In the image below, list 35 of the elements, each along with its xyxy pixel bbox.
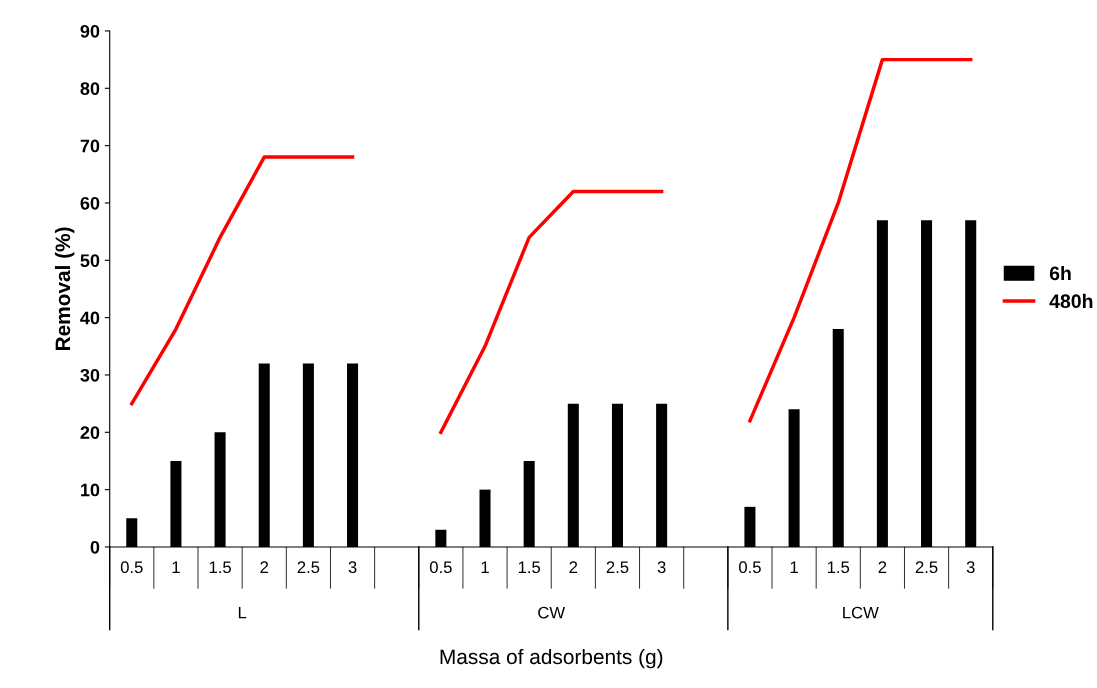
- x-tick-label: 3: [966, 561, 975, 574]
- x-tick-label: 2.5: [915, 561, 938, 574]
- y-tick-label: 80: [80, 82, 100, 96]
- legend-label: 6h: [1049, 265, 1071, 281]
- text: CW: [538, 606, 566, 619]
- x-tick-label: 1: [481, 561, 489, 573]
- x-tick-label: 0.5: [739, 561, 761, 574]
- x-tick-label: 2: [569, 561, 578, 573]
- x-axis-title: Massa of adsorbents (g): [440, 648, 663, 669]
- x-tick-label: 1: [790, 561, 798, 573]
- x-tick-label: 2: [260, 561, 269, 573]
- y-axis-title: Removal (%): [54, 227, 75, 351]
- legend-label: 480h: [1049, 293, 1093, 309]
- x-tick-label: 3: [657, 561, 666, 574]
- x-tick-label: 1.5: [209, 561, 231, 574]
- x-tick-label: 2: [878, 561, 887, 573]
- text: LCW: [843, 606, 879, 619]
- y-tick-label: 60: [80, 196, 100, 210]
- x-tick-label: 1.5: [827, 561, 850, 574]
- x-tick-label: 0.5: [429, 561, 452, 574]
- x-tick-label: 1.5: [518, 561, 541, 574]
- y-tick-label: 20: [80, 426, 100, 440]
- text: L: [238, 606, 247, 619]
- x-tick-label: 0.5: [120, 561, 143, 574]
- x-tick-label: 2.5: [606, 561, 629, 574]
- x-tick-label: 2.5: [297, 561, 320, 574]
- y-tick-label: 70: [80, 139, 100, 153]
- x-tick-label: 1: [172, 561, 180, 573]
- y-tick-label: 50: [80, 254, 100, 268]
- y-tick-label: 10: [81, 483, 100, 497]
- y-tick-label: 0: [90, 540, 100, 554]
- y-tick-label: 90: [80, 24, 100, 38]
- y-tick-label: 40: [80, 311, 100, 325]
- x-tick-label: 3: [348, 561, 357, 574]
- y-tick-label: 30: [80, 368, 100, 382]
